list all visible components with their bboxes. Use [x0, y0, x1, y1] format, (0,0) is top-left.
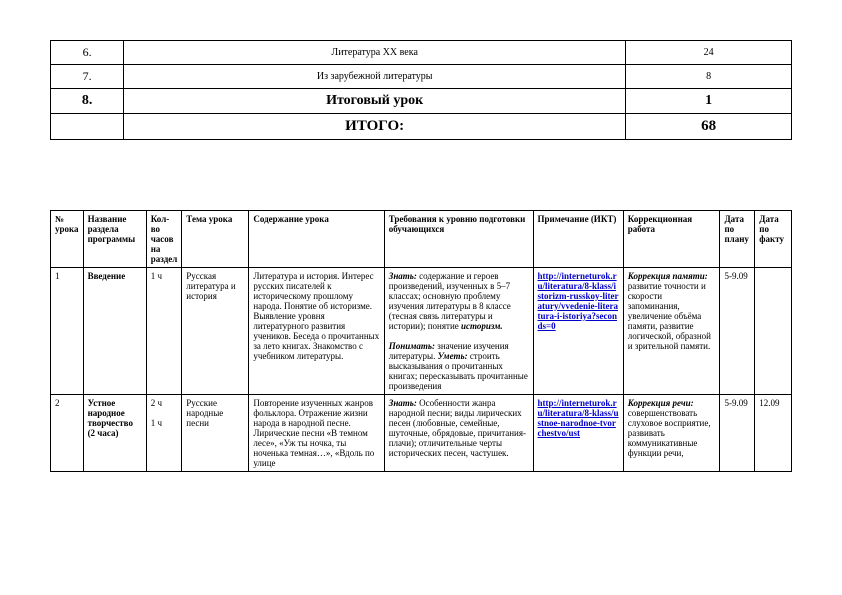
- detail-header: Дата по плану: [720, 211, 755, 268]
- ikt-link[interactable]: http://interneturok.ru/literatura/8-klas…: [538, 398, 619, 438]
- detail-header: Дата по факту: [755, 211, 792, 268]
- detail-header: Требования к уровню подготовки обучающих…: [384, 211, 533, 268]
- summary-row: 7.Из зарубежной литературы8: [51, 65, 792, 89]
- detail-header: № урока: [51, 211, 84, 268]
- col-section: Введение: [83, 268, 146, 395]
- detail-header: Кол-во часов на раздел: [146, 211, 182, 268]
- col-plan: 5-9.09: [720, 395, 755, 472]
- col-korr: Коррекция памяти: развитие точности и ск…: [623, 268, 720, 395]
- col-hours: 2 ч 1 ч: [146, 395, 182, 472]
- detail-header: Название раздела программы: [83, 211, 146, 268]
- col-ikt: http://interneturok.ru/literatura/8-klas…: [533, 395, 623, 472]
- summary-num: 6.: [51, 41, 124, 65]
- col-fact: 12.09: [755, 395, 792, 472]
- summary-count: 8: [626, 65, 792, 89]
- col-content: Литература и история. Интерес русских пи…: [249, 268, 384, 395]
- detail-row: 1Введение1 чРусская литература и история…: [51, 268, 792, 395]
- ikt-link[interactable]: http://interneturok.ru/literatura/8-klas…: [538, 271, 619, 331]
- detail-table: № урокаНазвание раздела программыКол-во …: [50, 210, 792, 472]
- summary-count: 1: [626, 89, 792, 114]
- col-content: Повторение изученных жанров фольклора. О…: [249, 395, 384, 472]
- summary-count: 68: [626, 114, 792, 140]
- summary-row: ИТОГО:68: [51, 114, 792, 140]
- col-korr: Коррекция речи: совершенствовать слухово…: [623, 395, 720, 472]
- summary-title: ИТОГО:: [124, 114, 626, 140]
- summary-table: 6.Литература XX века247.Из зарубежной ли…: [50, 40, 792, 140]
- col-req: Знать: содержание и героев произведений,…: [384, 268, 533, 395]
- detail-row: 2Устное народное творчество (2 часа)2 ч …: [51, 395, 792, 472]
- col-fact: [755, 268, 792, 395]
- detail-header: Примечание (ИКТ): [533, 211, 623, 268]
- summary-num: 8.: [51, 89, 124, 114]
- summary-title: Из зарубежной литературы: [124, 65, 626, 89]
- col-section: Устное народное творчество (2 часа): [83, 395, 146, 472]
- summary-title: Итоговый урок: [124, 89, 626, 114]
- col-ikt: http://interneturok.ru/literatura/8-klas…: [533, 268, 623, 395]
- col-hours: 1 ч: [146, 268, 182, 395]
- summary-num: 7.: [51, 65, 124, 89]
- summary-num: [51, 114, 124, 140]
- detail-header: Коррекционная работа: [623, 211, 720, 268]
- col-num: 1: [51, 268, 84, 395]
- detail-header: Тема урока: [182, 211, 249, 268]
- summary-title: Литература XX века: [124, 41, 626, 65]
- col-req: Знать: Особенности жанра народной песни;…: [384, 395, 533, 472]
- col-topic: Русские народные песни: [182, 395, 249, 472]
- col-num: 2: [51, 395, 84, 472]
- summary-row: 8.Итоговый урок1: [51, 89, 792, 114]
- summary-count: 24: [626, 41, 792, 65]
- summary-row: 6.Литература XX века24: [51, 41, 792, 65]
- detail-header: Содержание урока: [249, 211, 384, 268]
- col-plan: 5-9.09: [720, 268, 755, 395]
- col-topic: Русская литература и история: [182, 268, 249, 395]
